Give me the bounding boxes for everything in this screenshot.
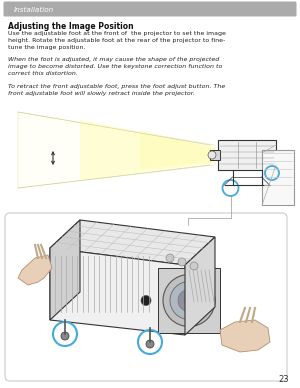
Bar [210,150,220,160]
Circle shape [170,282,208,319]
FancyBboxPatch shape [262,150,294,205]
Polygon shape [18,112,215,188]
Polygon shape [80,120,215,180]
Text: When the foot is adjusted, it may cause the shape of the projected
image to beco: When the foot is adjusted, it may cause … [8,57,222,76]
Polygon shape [18,255,52,285]
FancyBboxPatch shape [4,2,296,17]
Circle shape [178,289,200,312]
FancyBboxPatch shape [218,140,276,170]
FancyBboxPatch shape [5,213,287,381]
Polygon shape [50,220,80,320]
Text: Installation: Installation [14,7,54,12]
Text: Use the adjustable foot at the front of  the projector to set the image
height. : Use the adjustable foot at the front of … [8,31,226,50]
Circle shape [208,151,216,159]
Circle shape [166,254,174,262]
Bar [158,268,220,333]
Circle shape [190,262,198,270]
Polygon shape [185,237,215,335]
Text: To retract the front adjustable foot, press the foot adjust button. The
front ad: To retract the front adjustable foot, pr… [8,84,225,96]
Circle shape [178,258,186,266]
Polygon shape [50,220,215,265]
Circle shape [61,332,69,340]
Circle shape [184,296,194,305]
Text: Adjusting the Image Position: Adjusting the Image Position [8,22,134,31]
Circle shape [146,340,154,348]
Circle shape [141,296,151,305]
Polygon shape [220,320,270,352]
Circle shape [163,274,215,326]
Text: 23: 23 [278,375,289,384]
Polygon shape [50,248,185,335]
Polygon shape [140,131,215,169]
